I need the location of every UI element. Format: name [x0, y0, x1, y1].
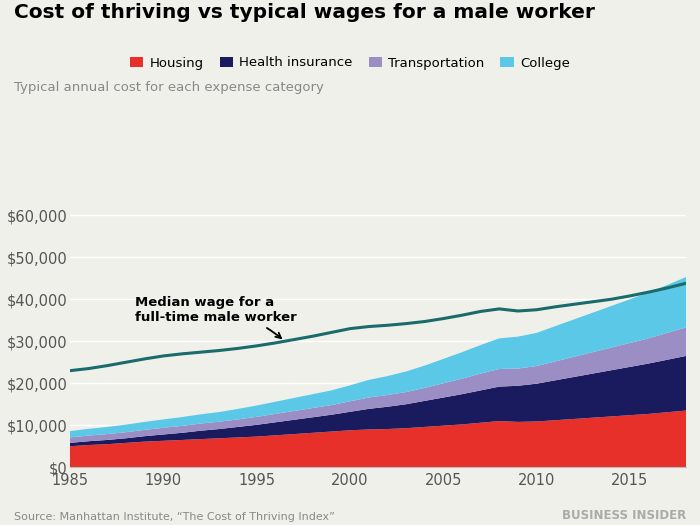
Text: Typical annual cost for each expense category: Typical annual cost for each expense cat… [14, 81, 324, 94]
Text: Source: Manhattan Institute, “The Cost of Thriving Index”: Source: Manhattan Institute, “The Cost o… [14, 512, 335, 522]
Text: BUSINESS INSIDER: BUSINESS INSIDER [561, 509, 686, 522]
Legend: Housing, Health insurance, Transportation, College: Housing, Health insurance, Transportatio… [125, 51, 575, 75]
Text: Cost of thriving vs typical wages for a male worker: Cost of thriving vs typical wages for a … [14, 3, 595, 22]
Text: Median wage for a
full-time male worker: Median wage for a full-time male worker [135, 296, 297, 338]
